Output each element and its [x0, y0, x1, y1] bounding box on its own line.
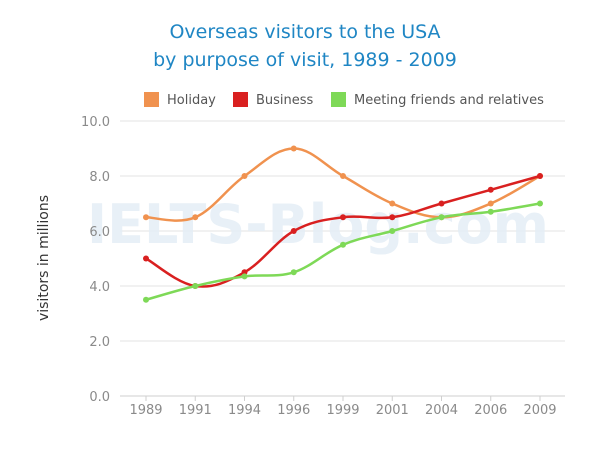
data-point-holiday-1989 — [143, 214, 149, 221]
data-point-meeting-friends-and-relatives-2009 — [537, 200, 543, 207]
x-tick-label: 1996 — [277, 403, 310, 418]
legend-swatch-meeting-friends-and-relatives — [331, 92, 346, 107]
watermark-text: IELTS-Blog.com — [87, 193, 549, 256]
watermark: IELTS-Blog.com — [87, 193, 549, 256]
data-point-holiday-1991 — [192, 214, 199, 221]
data-point-meeting-friends-and-relatives-2006 — [487, 208, 494, 215]
data-point-business-2001 — [389, 214, 396, 221]
grid-lines — [120, 120, 565, 397]
legend-label-holiday: Holiday — [167, 93, 216, 108]
legend-label-business: Business — [256, 93, 314, 108]
data-point-holiday-1994 — [241, 173, 248, 179]
legend-label-meeting-friends-and-relatives: Meeting friends and relatives — [354, 93, 544, 108]
x-tick-label: 2006 — [474, 403, 507, 418]
data-point-business-1994 — [241, 269, 248, 276]
x-tick-label: 2004 — [425, 403, 458, 418]
y-axis-label: visitors in millions — [36, 195, 52, 321]
data-point-business-1989 — [143, 255, 149, 262]
data-point-business-2004 — [438, 200, 445, 207]
data-point-holiday-2001 — [389, 200, 396, 207]
data-point-business-2009 — [537, 173, 543, 179]
data-point-meeting-friends-and-relatives-1989 — [143, 296, 149, 303]
data-point-business-1996 — [290, 228, 297, 234]
data-point-meeting-friends-and-relatives-1994 — [241, 273, 248, 280]
data-point-meeting-friends-and-relatives-1991 — [192, 283, 199, 289]
x-tick-label: 1991 — [179, 403, 212, 418]
legend: Holiday Business Meeting friends and relat… — [144, 92, 544, 108]
data-point-business-2006 — [487, 186, 494, 193]
x-tick-label: 1999 — [326, 403, 359, 418]
y-tick-label: 10.0 — [81, 115, 110, 130]
y-tick-label: 4.0 — [89, 280, 110, 295]
series-lines — [143, 145, 543, 303]
series-meeting-friends-and-relatives — [143, 200, 543, 303]
legend-swatch-holiday — [144, 92, 159, 107]
chart-title-line-1: Overseas visitors to the USA — [169, 21, 440, 43]
data-point-meeting-friends-and-relatives-2004 — [438, 214, 445, 221]
data-point-holiday-1999 — [340, 173, 346, 179]
x-tick-label: 1989 — [129, 403, 162, 418]
data-point-holiday-1996 — [290, 145, 297, 152]
data-point-meeting-friends-and-relatives-1996 — [290, 269, 297, 276]
y-tick-label: 2.0 — [89, 335, 110, 350]
y-tick-label: 6.0 — [89, 225, 110, 240]
chart-title-line-2: by purpose of visit, 1989 - 2009 — [153, 49, 457, 71]
legend-swatch-business — [233, 92, 248, 107]
y-tick-label: 0.0 — [89, 390, 110, 405]
y-tick-label: 8.0 — [89, 170, 110, 185]
data-point-meeting-friends-and-relatives-1999 — [340, 241, 346, 248]
data-point-business-1999 — [340, 214, 346, 221]
x-axis-ticks: 1989 1991 1994 1996 1999 2001 2004 2006 2009 — [129, 396, 557, 418]
data-point-holiday-2006 — [487, 200, 494, 207]
data-point-meeting-friends-and-relatives-2001 — [389, 228, 396, 234]
x-tick-label: 1994 — [228, 403, 261, 418]
y-axis-ticks: 0.0 2.0 4.0 6.0 8.0 10.0 — [81, 115, 110, 405]
x-tick-label: 2009 — [523, 403, 556, 418]
x-tick-label: 2001 — [376, 403, 409, 418]
